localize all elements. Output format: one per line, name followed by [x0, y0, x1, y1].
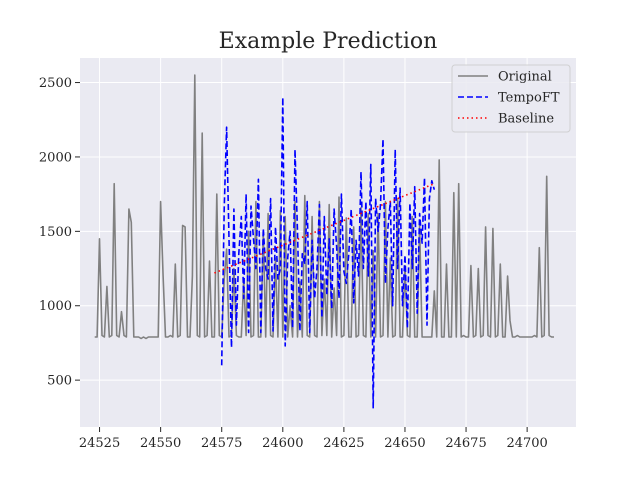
x-tick-label: 24625 [323, 436, 364, 451]
y-tick-label: 2500 [39, 76, 72, 91]
legend-tempoft-label: TempoFT [498, 91, 560, 106]
series-lines [94, 74, 554, 410]
y-tick-label: 500 [47, 374, 72, 389]
legend-box [451, 64, 571, 133]
y-tick-label: 1000 [39, 299, 72, 314]
legend-original-label: Original [498, 70, 552, 85]
x-tick-label: 24575 [201, 436, 242, 451]
series-original-line [94, 74, 554, 340]
y-tick-label: 2000 [39, 150, 72, 165]
x-tick-label: 24700 [506, 436, 547, 451]
y-tick-label: 1500 [39, 225, 72, 240]
series-tempoft-line [220, 96, 436, 410]
axis-ticks: 24525 24550 24575 24600 24625 24650 24675 24700… [39, 76, 548, 451]
x-tick-label: 24675 [445, 436, 486, 451]
x-tick-label: 24525 [79, 436, 120, 451]
legend-baseline-label: Baseline [498, 112, 554, 127]
chart-title: Example Prediction [219, 29, 438, 54]
x-tick-label: 24650 [384, 436, 425, 451]
x-tick-label: 24550 [140, 436, 181, 451]
x-tick-label: 24600 [262, 436, 303, 451]
legend: Original TempoFT Baseline [451, 64, 571, 133]
